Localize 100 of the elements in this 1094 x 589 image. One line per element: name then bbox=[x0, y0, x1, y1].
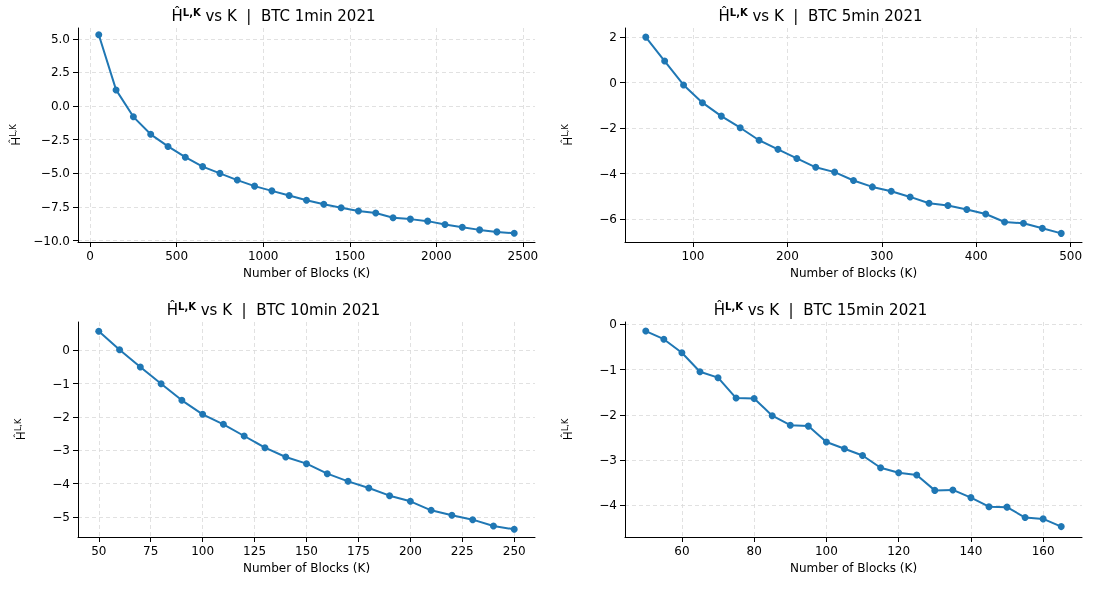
point bbox=[216, 169, 224, 177]
point bbox=[680, 81, 688, 89]
point bbox=[804, 422, 812, 430]
point bbox=[476, 226, 484, 234]
x-tick-label: 500 bbox=[165, 249, 189, 263]
point bbox=[261, 444, 269, 452]
y-tick-label: 0 bbox=[62, 343, 70, 358]
y-tick-label: −1 bbox=[599, 362, 617, 377]
y-tick-label: 0 bbox=[609, 75, 617, 90]
point bbox=[303, 196, 310, 204]
point bbox=[1038, 224, 1046, 232]
point bbox=[850, 177, 857, 185]
point bbox=[774, 145, 782, 153]
point bbox=[365, 484, 373, 492]
point bbox=[906, 193, 914, 201]
point bbox=[510, 525, 518, 533]
x-tick-label: 1000 bbox=[247, 249, 279, 263]
x-axis-title: Number of Blocks (K) bbox=[789, 265, 918, 280]
point bbox=[963, 205, 971, 213]
point bbox=[157, 380, 165, 388]
point bbox=[661, 57, 669, 65]
point bbox=[147, 130, 155, 138]
y-tick-label: 0.0 bbox=[50, 99, 70, 114]
point bbox=[913, 471, 921, 479]
point bbox=[268, 187, 276, 195]
point bbox=[441, 221, 449, 228]
point bbox=[868, 183, 876, 191]
x-tick-label: 150 bbox=[295, 544, 318, 558]
point bbox=[199, 163, 207, 171]
y-tick-label: −5 bbox=[52, 510, 70, 524]
y-tick-label: −2 bbox=[599, 121, 617, 136]
x-tick-label: 140 bbox=[959, 544, 983, 558]
point bbox=[840, 445, 848, 453]
y-tick-label: −4 bbox=[52, 476, 70, 491]
point bbox=[1057, 229, 1065, 237]
point bbox=[510, 229, 518, 237]
point bbox=[717, 112, 725, 120]
point bbox=[354, 207, 362, 215]
point bbox=[877, 464, 885, 472]
point bbox=[1021, 514, 1029, 522]
y-tick-label: −3 bbox=[599, 453, 617, 468]
x-tick-label: 100 bbox=[191, 544, 215, 558]
point bbox=[755, 136, 763, 144]
point bbox=[949, 486, 957, 494]
point bbox=[696, 368, 704, 376]
x-tick-label: 2000 bbox=[421, 249, 452, 263]
y-tick-label: −7.5 bbox=[40, 200, 70, 215]
point bbox=[1001, 218, 1009, 226]
point bbox=[944, 202, 952, 210]
point bbox=[251, 182, 259, 190]
point bbox=[831, 168, 839, 176]
x-tick-label: 75 bbox=[143, 544, 159, 558]
point bbox=[698, 99, 706, 107]
x-axis-title: Number of Blocks (K) bbox=[242, 265, 371, 280]
y-tick-label: −5.0 bbox=[40, 166, 70, 181]
point bbox=[493, 228, 501, 236]
point bbox=[323, 470, 331, 478]
y-tick-label: −2.5 bbox=[40, 132, 70, 147]
point bbox=[967, 494, 975, 502]
x-tick-label: 50 bbox=[91, 544, 107, 558]
point bbox=[786, 421, 794, 429]
y-tick-label: −2 bbox=[52, 410, 70, 424]
point bbox=[181, 153, 189, 161]
y-tick-label: −2 bbox=[599, 407, 617, 422]
y-axis-title: ĤL,K bbox=[560, 418, 575, 441]
y-tick-label: 2 bbox=[609, 30, 617, 45]
y-tick-label: −6 bbox=[599, 212, 617, 227]
x-tick-label: 400 bbox=[964, 249, 988, 263]
point bbox=[489, 522, 497, 530]
point bbox=[1019, 219, 1027, 227]
point bbox=[750, 395, 758, 402]
point bbox=[1039, 515, 1047, 523]
y-axis-title: ĤL,K bbox=[13, 418, 28, 441]
x-axis-title: Number of Blocks (K) bbox=[242, 560, 371, 575]
point bbox=[386, 492, 394, 500]
point bbox=[406, 215, 414, 223]
point bbox=[812, 163, 820, 171]
point bbox=[660, 335, 668, 343]
point bbox=[768, 412, 776, 420]
y-tick-label: 5.0 bbox=[50, 31, 70, 46]
point bbox=[793, 154, 801, 162]
point bbox=[642, 327, 650, 335]
point bbox=[95, 327, 103, 335]
x-tick-label: 225 bbox=[450, 544, 474, 558]
point bbox=[129, 113, 137, 121]
x-tick-label: 100 bbox=[814, 544, 838, 558]
x-axis-title: Number of Blocks (K) bbox=[789, 560, 918, 575]
point bbox=[178, 396, 186, 404]
x-tick-label: 125 bbox=[243, 544, 267, 558]
point bbox=[458, 223, 466, 231]
x-tick-label: 200 bbox=[398, 544, 422, 558]
point bbox=[985, 503, 993, 511]
point bbox=[1003, 503, 1011, 511]
y-tick-label: −4 bbox=[599, 498, 617, 513]
point bbox=[982, 210, 990, 218]
x-tick-label: 300 bbox=[870, 249, 894, 263]
x-tick-label: 175 bbox=[346, 544, 370, 558]
x-tick-label: 120 bbox=[887, 544, 911, 558]
x-tick-label: 80 bbox=[746, 544, 762, 558]
x-tick-label: 250 bbox=[502, 544, 526, 558]
